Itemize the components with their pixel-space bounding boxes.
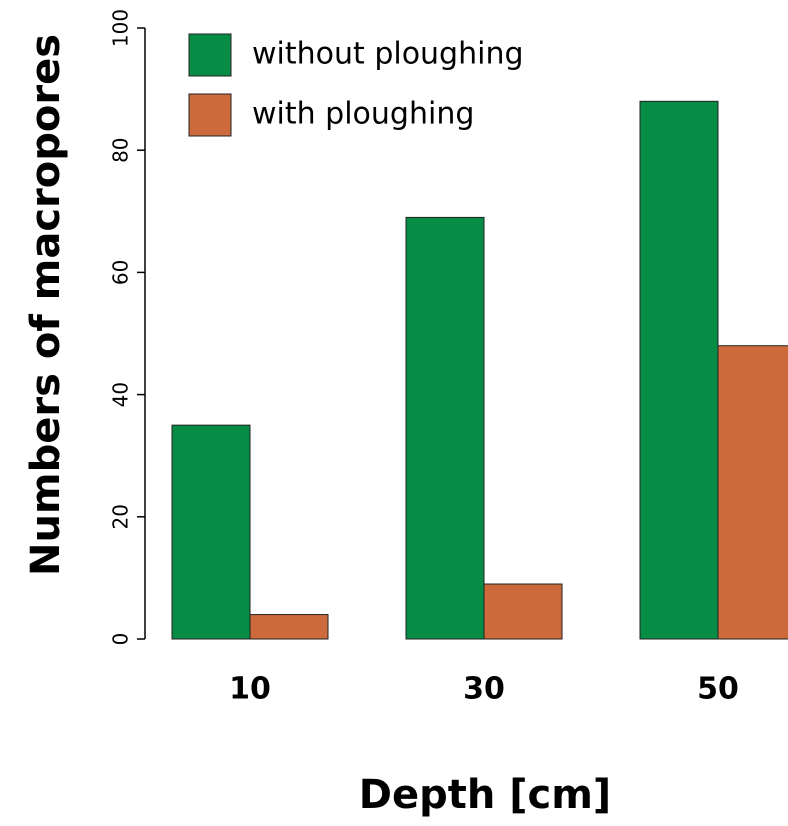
y-tick-label: 80 [109,137,133,162]
legend-label: without ploughing [252,37,524,72]
legend-label: with ploughing [252,97,474,132]
y-tick-label: 60 [109,260,133,285]
bar [171,424,251,640]
y-tick-label: 40 [109,382,133,407]
y-tick-label: 100 [109,9,133,47]
bar [405,216,485,640]
bar [249,614,329,640]
bar [483,583,563,640]
legend-swatch [188,93,232,137]
y-axis-label: Numbers of macropores [23,34,69,576]
x-tick-label: 30 [463,672,505,707]
bar [639,100,719,640]
x-tick-label: 10 [229,672,271,707]
y-tick-label: 0 [109,633,133,646]
y-tick-label: 20 [109,504,133,529]
bar [717,345,788,640]
x-axis-label: Depth [cm] [359,772,611,818]
x-tick-label: 50 [697,672,739,707]
legend-swatch [188,33,232,77]
